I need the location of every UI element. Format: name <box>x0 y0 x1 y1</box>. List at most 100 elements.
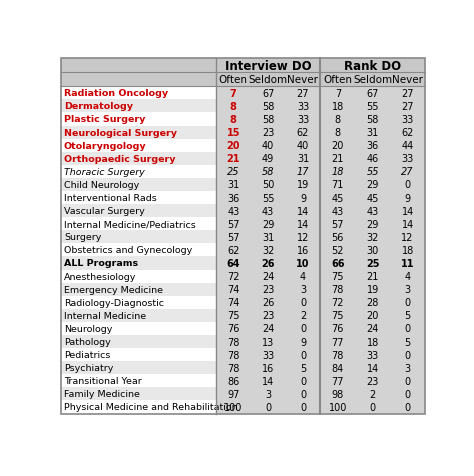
Text: 72: 72 <box>227 271 239 281</box>
Text: 78: 78 <box>227 350 239 360</box>
Text: 18: 18 <box>332 102 344 112</box>
Bar <box>285 73 320 87</box>
Text: 0: 0 <box>404 324 410 334</box>
Text: 0: 0 <box>404 402 410 412</box>
Bar <box>390 244 425 257</box>
Bar <box>356 335 390 348</box>
Bar <box>320 113 356 126</box>
Text: 14: 14 <box>297 219 309 229</box>
Bar <box>320 296 356 309</box>
Bar <box>320 244 356 257</box>
Bar <box>61 73 216 87</box>
Bar <box>285 191 320 205</box>
Text: Internal Medicine/Pediatrics: Internal Medicine/Pediatrics <box>64 220 196 229</box>
Text: 71: 71 <box>332 180 344 190</box>
Bar <box>356 361 390 375</box>
Text: Dermatology: Dermatology <box>64 102 133 111</box>
Bar <box>285 283 320 296</box>
Text: 0: 0 <box>300 324 306 334</box>
Bar <box>356 257 390 270</box>
Text: 23: 23 <box>262 128 274 138</box>
Bar <box>320 152 356 166</box>
Bar <box>390 283 425 296</box>
Text: 5: 5 <box>404 311 411 321</box>
Bar <box>390 100 425 113</box>
Text: 23: 23 <box>262 311 274 321</box>
Bar <box>320 335 356 348</box>
Bar <box>61 283 216 296</box>
Text: 33: 33 <box>262 350 274 360</box>
Text: 32: 32 <box>262 246 274 255</box>
Bar <box>216 375 251 387</box>
Bar <box>251 309 285 322</box>
Text: 0: 0 <box>300 298 306 307</box>
Text: 58: 58 <box>366 115 379 125</box>
Text: 31: 31 <box>297 154 309 164</box>
Text: 17: 17 <box>297 167 309 177</box>
Text: 58: 58 <box>262 102 274 112</box>
Bar <box>251 375 285 387</box>
Text: 43: 43 <box>332 206 344 216</box>
Bar <box>356 73 390 87</box>
Bar <box>390 322 425 335</box>
Text: 24: 24 <box>366 324 379 334</box>
Bar <box>320 283 356 296</box>
Text: Psychiatry: Psychiatry <box>64 364 113 372</box>
Bar <box>216 166 251 178</box>
Bar <box>285 375 320 387</box>
Bar <box>356 178 390 191</box>
Text: Transitional Year: Transitional Year <box>64 377 142 386</box>
Text: 14: 14 <box>401 219 414 229</box>
Text: 8: 8 <box>230 115 237 125</box>
Bar <box>285 257 320 270</box>
Text: Seldom: Seldom <box>353 75 392 85</box>
Bar <box>216 126 251 139</box>
Bar <box>216 218 251 231</box>
Text: 55: 55 <box>262 193 274 203</box>
Text: 18: 18 <box>401 246 414 255</box>
Bar <box>216 387 251 401</box>
Bar <box>390 139 425 152</box>
Bar <box>320 387 356 401</box>
Bar <box>390 166 425 178</box>
Bar <box>251 191 285 205</box>
Bar <box>285 100 320 113</box>
Text: 77: 77 <box>332 376 344 386</box>
Text: 33: 33 <box>366 350 379 360</box>
Text: 28: 28 <box>366 298 379 307</box>
Bar <box>251 335 285 348</box>
Bar <box>320 100 356 113</box>
Bar <box>320 126 356 139</box>
Text: Emergency Medicine: Emergency Medicine <box>64 285 163 294</box>
Text: 0: 0 <box>265 402 271 412</box>
Bar <box>61 178 216 191</box>
Text: 78: 78 <box>227 363 239 373</box>
Bar <box>356 205 390 218</box>
Text: 18: 18 <box>366 337 379 347</box>
Bar <box>251 322 285 335</box>
Text: 24: 24 <box>262 324 274 334</box>
Bar <box>216 73 251 87</box>
Bar <box>285 178 320 191</box>
Text: 29: 29 <box>366 219 379 229</box>
Bar <box>61 218 216 231</box>
Bar <box>356 322 390 335</box>
Bar <box>356 139 390 152</box>
Text: 27: 27 <box>401 89 414 99</box>
Bar <box>285 205 320 218</box>
Bar <box>61 113 216 126</box>
Bar <box>61 296 216 309</box>
Bar <box>61 205 216 218</box>
Text: 62: 62 <box>297 128 309 138</box>
Text: 62: 62 <box>401 128 414 138</box>
Text: 100: 100 <box>224 402 242 412</box>
Text: 27: 27 <box>401 167 414 177</box>
Bar <box>320 191 356 205</box>
Bar <box>320 309 356 322</box>
Bar <box>216 335 251 348</box>
Text: 78: 78 <box>332 350 344 360</box>
Text: Pediatrics: Pediatrics <box>64 350 110 359</box>
Text: 40: 40 <box>297 141 309 151</box>
Text: 0: 0 <box>300 402 306 412</box>
Bar <box>320 348 356 361</box>
